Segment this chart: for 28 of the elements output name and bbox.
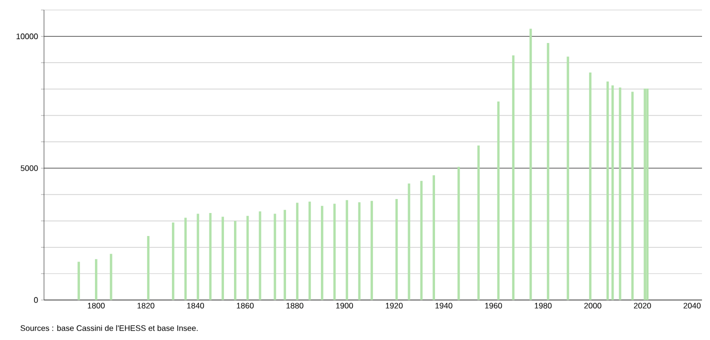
bar <box>209 213 212 300</box>
bar <box>646 88 649 300</box>
bar <box>320 206 324 300</box>
bar <box>284 210 286 300</box>
bar <box>497 101 500 300</box>
bar <box>296 202 298 300</box>
bar <box>246 216 249 300</box>
bar <box>308 202 311 300</box>
bar <box>172 222 174 300</box>
bar <box>395 199 398 300</box>
bar <box>420 180 423 300</box>
bar <box>432 175 436 300</box>
bar <box>589 72 592 300</box>
bar <box>644 88 646 300</box>
bar <box>512 55 514 300</box>
bar <box>274 214 276 300</box>
bar <box>78 262 80 300</box>
bar <box>94 259 98 300</box>
bar <box>234 220 236 300</box>
bar <box>370 200 373 300</box>
bar <box>358 202 361 300</box>
bar <box>222 216 224 300</box>
bar <box>529 28 532 300</box>
bar <box>566 56 570 300</box>
bar <box>457 166 460 300</box>
bar <box>611 85 614 300</box>
bar <box>606 81 609 300</box>
bar <box>147 236 150 300</box>
